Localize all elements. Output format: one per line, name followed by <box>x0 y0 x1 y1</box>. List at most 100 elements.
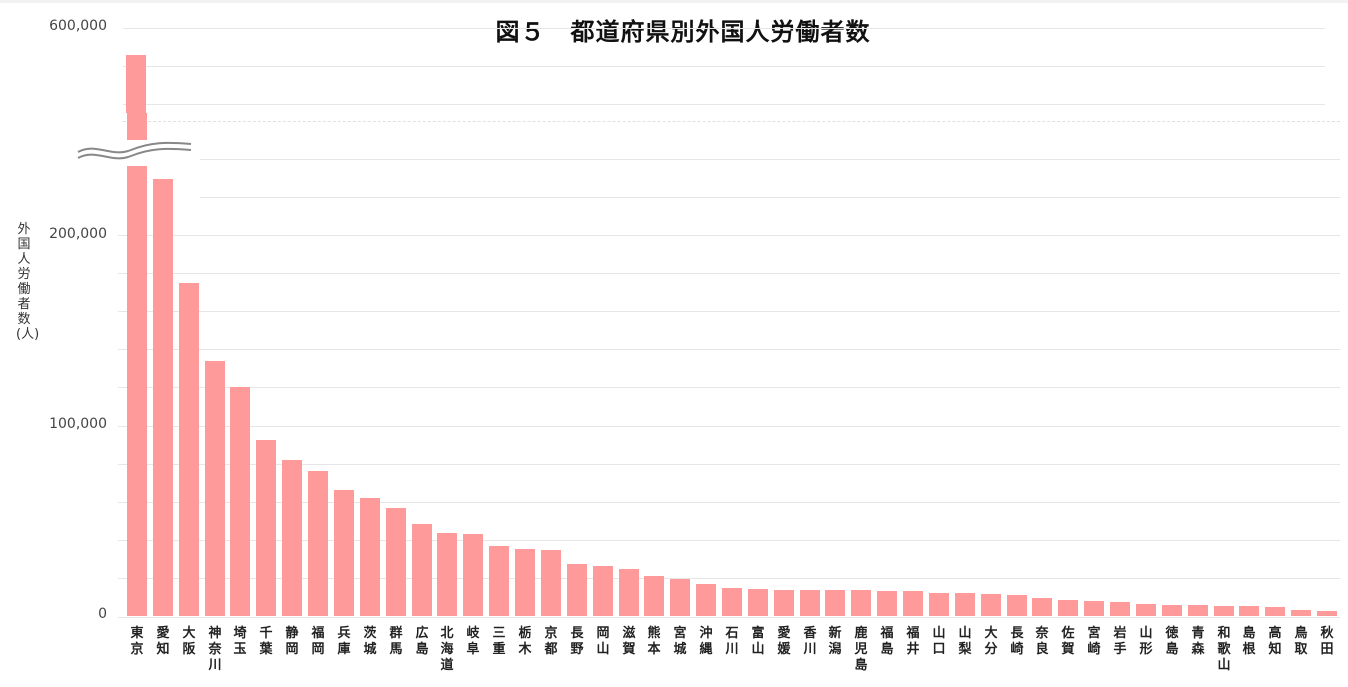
x-tick-label: 栃木 <box>518 626 532 657</box>
bar <box>981 594 1001 616</box>
bar <box>282 460 302 616</box>
x-tick-label: 愛知 <box>156 626 170 657</box>
bar <box>1317 611 1337 616</box>
x-tick-label: 福井 <box>906 626 920 657</box>
x-tick-label: 佐賀 <box>1061 626 1075 657</box>
y-tick-200000: 200,000 <box>49 226 107 242</box>
x-tick-label: 群馬 <box>389 626 403 657</box>
bar <box>1032 598 1052 616</box>
x-tick-label: 鹿児島 <box>854 626 868 673</box>
y-tick-600000: 600,000 <box>49 18 107 34</box>
x-tick-label: 東京 <box>130 626 144 657</box>
gridline <box>123 28 1325 29</box>
chart-title: 図５ 都道府県別外国人労働者数 <box>495 18 871 46</box>
x-tick-label: 京都 <box>544 626 558 657</box>
gridline <box>118 578 1340 579</box>
bar <box>955 593 975 616</box>
x-tick-label: 香川 <box>803 626 817 657</box>
bar <box>1110 602 1130 616</box>
y-axis-label: 外国人労働者数(人) <box>16 222 40 342</box>
gridline <box>118 273 1340 274</box>
bar <box>386 508 406 616</box>
x-tick-label: 高知 <box>1268 626 1282 657</box>
gridline <box>118 387 1340 388</box>
x-tick-label: 茨城 <box>363 626 377 657</box>
x-tick-label: 新潟 <box>828 626 842 657</box>
x-tick-label: 千葉 <box>259 626 273 657</box>
x-tick-label: 滋賀 <box>622 626 636 657</box>
x-tick-label: 鳥取 <box>1294 626 1308 657</box>
bar <box>489 546 509 616</box>
x-tick-label: 宮崎 <box>1087 626 1101 657</box>
x-tick-label: 静岡 <box>285 626 299 657</box>
bar <box>153 179 173 616</box>
bar <box>360 498 380 616</box>
x-tick-label: 広島 <box>415 626 429 657</box>
y-tick-100000: 100,000 <box>49 416 107 432</box>
bar <box>412 524 432 616</box>
x-tick-label: 青森 <box>1191 626 1205 657</box>
bar <box>929 593 949 616</box>
bar <box>1136 604 1156 616</box>
axis-break-icon <box>77 141 192 160</box>
bar <box>748 589 768 616</box>
bar <box>1162 605 1182 616</box>
x-tick-label: 兵庫 <box>337 626 351 657</box>
bar <box>851 590 871 616</box>
x-tick-label: 長野 <box>570 626 584 657</box>
gridline <box>118 349 1340 350</box>
x-tick-label: 徳島 <box>1165 626 1179 657</box>
x-tick-label: 島根 <box>1242 626 1256 657</box>
bar <box>593 566 613 616</box>
bar <box>696 584 716 616</box>
x-tick-label: 大分 <box>984 626 998 657</box>
bar <box>619 569 639 616</box>
bar <box>1214 606 1234 616</box>
x-tick-label: 熊本 <box>647 626 661 657</box>
x-tick-label: 埼玉 <box>233 626 247 657</box>
x-tick-label: 石川 <box>725 626 739 657</box>
bar <box>308 471 328 616</box>
gridline <box>118 426 1340 427</box>
x-tick-label: 山梨 <box>958 626 972 657</box>
x-tick-label: 富山 <box>751 626 765 657</box>
bar <box>877 591 897 616</box>
bar <box>670 579 690 616</box>
bar <box>800 590 820 616</box>
x-tick-label: 神奈川 <box>208 626 222 673</box>
bar <box>463 534 483 616</box>
bar <box>334 490 354 616</box>
bar-lower-segment <box>127 166 147 616</box>
x-tick-label: 岡山 <box>596 626 610 657</box>
bar <box>1239 606 1259 616</box>
x-tick-label: 福岡 <box>311 626 325 657</box>
x-tick-label: 山形 <box>1139 626 1153 657</box>
gridline <box>118 311 1340 312</box>
bar <box>1188 605 1208 616</box>
bar <box>1058 600 1078 616</box>
x-tick-label: 宮城 <box>673 626 687 657</box>
bar <box>179 283 199 616</box>
bar <box>1007 595 1027 616</box>
x-tick-label: 長崎 <box>1010 626 1024 657</box>
bar <box>567 564 587 616</box>
top-border <box>0 0 1348 3</box>
x-tick-label: 山口 <box>932 626 946 657</box>
x-tick-label: 福島 <box>880 626 894 657</box>
x-tick-label: 奈良 <box>1035 626 1049 657</box>
bar <box>230 387 250 616</box>
gridline <box>118 235 1340 236</box>
bar <box>437 533 457 616</box>
gridline <box>200 159 1340 160</box>
x-tick-label: 大阪 <box>182 626 196 657</box>
bar <box>644 576 664 616</box>
bar <box>1084 601 1104 616</box>
x-tick-label: 愛媛 <box>777 626 791 657</box>
gridline <box>118 540 1340 541</box>
bar-upper-segment <box>127 113 147 140</box>
x-axis-baseline <box>118 617 1340 618</box>
x-tick-label: 三重 <box>492 626 506 657</box>
bar-upper-segment <box>126 55 146 113</box>
gridline <box>123 66 1325 67</box>
break-gridline <box>123 121 1340 122</box>
